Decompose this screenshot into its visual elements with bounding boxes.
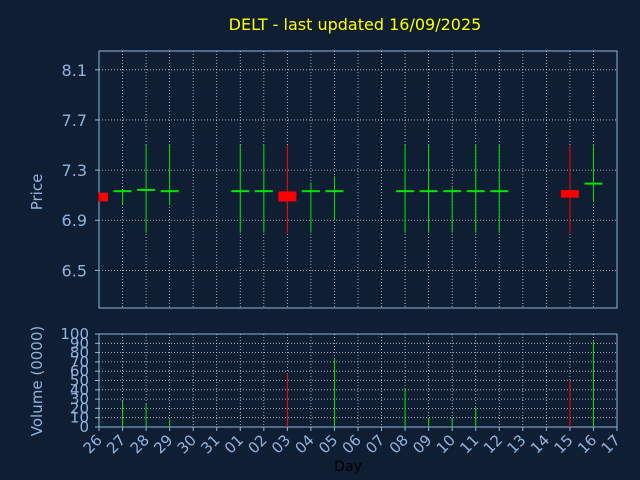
- x-axis-tick-label: 04: [292, 431, 318, 457]
- x-axis-tick-label: 06: [339, 431, 365, 457]
- x-axis-tick-label: 11: [456, 431, 482, 457]
- x-axis-tick-label: 31: [197, 431, 223, 457]
- volume-y-tick-label: 10: [70, 409, 89, 427]
- volume-y-tick-label: 40: [70, 381, 89, 399]
- x-axis-tick-label: 13: [503, 431, 529, 457]
- candle-body-up: [113, 190, 132, 193]
- x-axis-tick-label: 28: [127, 431, 153, 457]
- price-y-tick-label: 7.7: [62, 111, 87, 130]
- x-axis-tick-label: 01: [221, 431, 247, 457]
- x-axis-tick-label: 07: [362, 431, 388, 457]
- candle-body-up: [160, 190, 179, 193]
- volume-y-tick-label: 50: [70, 372, 89, 390]
- x-axis-tick-label: 30: [174, 431, 200, 457]
- x-axis-tick-label: 05: [315, 431, 341, 457]
- price-y-tick-label: 7.3: [62, 161, 87, 180]
- candle-body-up: [137, 188, 156, 191]
- x-axis-tick-label: 09: [409, 431, 435, 457]
- volume-y-tick-label: 20: [70, 399, 89, 417]
- candle-body-up: [396, 190, 415, 193]
- candle-body-up: [231, 190, 250, 193]
- x-axis-tick-label: 15: [551, 431, 577, 457]
- volume-y-tick-label: 70: [70, 353, 89, 371]
- price-plot-frame: [98, 50, 618, 309]
- candle-body-up: [466, 190, 485, 193]
- x-axis-tick-label: 03: [268, 431, 294, 457]
- volume-panel: 2627282930310102030405060708091011121314…: [60, 325, 623, 457]
- price-y-tick-label: 6.5: [62, 261, 87, 280]
- candle-body-up: [584, 182, 603, 185]
- candle-body-up: [325, 190, 344, 193]
- price-y-tick-label: 6.9: [62, 211, 87, 230]
- x-axis-tick-label: 29: [150, 431, 176, 457]
- candle-body-up: [490, 190, 509, 193]
- volume-axis-label: Volume (0000): [28, 326, 46, 436]
- x-axis-tick-label: 10: [433, 431, 459, 457]
- x-axis-tick-label: 27: [103, 431, 129, 457]
- volume-y-tick-label: 30: [70, 390, 89, 408]
- volume-y-tick-label: 100: [60, 325, 89, 343]
- volume-y-tick-label: 80: [70, 344, 89, 362]
- candle-body-up: [301, 190, 320, 193]
- chart-title: DELT - last updated 16/09/2025: [229, 15, 482, 34]
- candle-body-down: [560, 190, 579, 198]
- volume-y-tick-label: 90: [70, 334, 89, 352]
- x-axis-tick-label: 14: [527, 431, 553, 457]
- candle-body-down: [278, 191, 297, 202]
- volume-y-tick-label: 0: [79, 418, 89, 436]
- candle-body-up: [419, 190, 438, 193]
- x-axis-tick-label: 17: [598, 431, 624, 457]
- candle-body-up: [254, 190, 273, 193]
- x-axis-tick-label: 02: [244, 431, 270, 457]
- candle-body-up: [443, 190, 462, 193]
- price-axis-label: Price: [28, 174, 46, 211]
- x-axis-tick-label: 08: [386, 431, 412, 457]
- volume-y-tick-label: 60: [70, 362, 89, 380]
- x-axis-label: Day: [334, 459, 362, 475]
- x-axis-tick-label: 12: [480, 431, 506, 457]
- candle-body-down: [99, 192, 108, 202]
- x-axis-tick-label: 16: [574, 431, 600, 457]
- price-y-tick-label: 8.1: [62, 61, 87, 80]
- price-panel: 6.5 6.9 7.3 7.7 8.1: [62, 50, 618, 309]
